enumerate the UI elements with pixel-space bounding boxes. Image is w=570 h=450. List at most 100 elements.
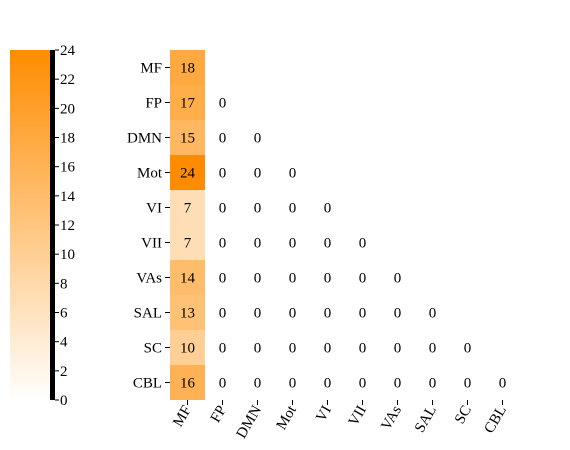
cell-value-label: 0 [324,306,332,322]
cell-value-label: 0 [324,376,332,392]
heatmap-cell [275,295,310,330]
cell-value-label: 24 [180,166,196,182]
heatmap-cell [345,225,380,260]
row-label: SC [144,341,162,357]
column-label: VI [313,403,335,425]
heatmap-cell [275,225,310,260]
heatmap-cell [275,190,310,225]
cell-value-label: 0 [499,376,507,392]
cell-value-label: 0 [394,341,402,357]
heatmap-cell [275,260,310,295]
heatmap-cell [170,260,205,295]
cell-value-label: 16 [180,376,196,392]
cell-value-label: 0 [429,341,437,357]
heatmap-cell [310,260,345,295]
column-label: SAL [412,403,440,436]
heatmap-cell [380,330,415,365]
cell-value-label: 0 [254,376,262,392]
row-label: VAs [136,271,162,287]
cell-value-label: 0 [219,96,227,112]
heatmap-cell [310,225,345,260]
column-label: VAs [378,403,405,433]
row-label: Mot [137,166,163,182]
cell-value-label: 0 [289,201,297,217]
heatmap-cell [415,365,450,400]
heatmap-cell [170,365,205,400]
colorbar-tick-label: 0 [60,393,68,409]
heatmap-cell [275,330,310,365]
heatmap-cell [240,295,275,330]
heatmap-cell [310,295,345,330]
cell-value-label: 0 [219,166,227,182]
cell-value-label: 0 [429,306,437,322]
cell-value-label: 0 [219,376,227,392]
heatmap-cell [205,260,240,295]
heatmap-cell [205,225,240,260]
cell-value-label: 7 [184,201,192,217]
heatmap-cell [170,85,205,120]
column-label: Mot [274,402,301,432]
heatmap-cell [380,295,415,330]
row-label: DMN [127,131,162,147]
heatmap-cell [345,260,380,295]
heatmap-cell [345,295,380,330]
cell-value-label: 0 [254,341,262,357]
cell-value-label: 0 [359,271,367,287]
heatmap-cell [205,155,240,190]
cell-value-label: 0 [219,201,227,217]
cell-value-label: 14 [180,271,196,287]
colorbar-tick-label: 8 [60,276,68,292]
cell-value-label: 0 [464,376,472,392]
colorbar-axis-line [50,50,55,400]
heatmap-cell [275,365,310,400]
colorbar-tick-label: 12 [60,218,75,234]
cell-value-label: 0 [359,306,367,322]
heatmap-cell [205,85,240,120]
cell-value-label: 0 [219,236,227,252]
heatmap-cell [275,155,310,190]
cell-value-label: 0 [219,306,227,322]
column-label: VII [346,403,370,429]
cell-value-label: 0 [219,131,227,147]
row-label: VII [141,236,162,252]
heatmap-cell [240,120,275,155]
heatmap-cell [170,50,205,85]
cell-value-label: 0 [359,341,367,357]
cell-value-label: 0 [289,341,297,357]
heatmap-cell [415,330,450,365]
cell-value-label: 0 [359,236,367,252]
cell-value-label: 0 [394,271,402,287]
heatmap-cell [450,330,485,365]
column-label: SC [452,403,475,427]
heatmap-cell [310,190,345,225]
heatmap-cell [240,225,275,260]
colorbar-tick-label: 4 [60,335,68,351]
heatmap-cell [380,260,415,295]
cell-value-label: 0 [324,341,332,357]
heatmap-cell [380,365,415,400]
cell-value-label: 0 [254,236,262,252]
colorbar-tick-label: 10 [60,247,75,263]
heatmap-cell [240,365,275,400]
heatmap-cell [170,225,205,260]
heatmap-cell [170,190,205,225]
heatmap-cell [205,120,240,155]
column-label: FP [208,403,230,425]
row-label: VI [146,201,162,217]
cell-value-label: 0 [289,306,297,322]
heatmap-cell [240,260,275,295]
cell-value-label: 0 [464,341,472,357]
cell-value-label: 18 [180,61,195,77]
colorbar-tick-label: 2 [60,364,68,380]
colorbar-tick-label: 24 [60,43,76,59]
heatmap-cell [205,190,240,225]
colorbar-tick-label: 16 [60,160,76,176]
cell-value-label: 0 [289,236,297,252]
heatmap-cell [170,120,205,155]
row-label: CBL [133,376,162,392]
column-labels: MF FP DMN Mot VI VII VAs SAL SC CBL [170,400,510,441]
cell-value-label: 0 [394,376,402,392]
cell-value-label: 10 [180,341,195,357]
